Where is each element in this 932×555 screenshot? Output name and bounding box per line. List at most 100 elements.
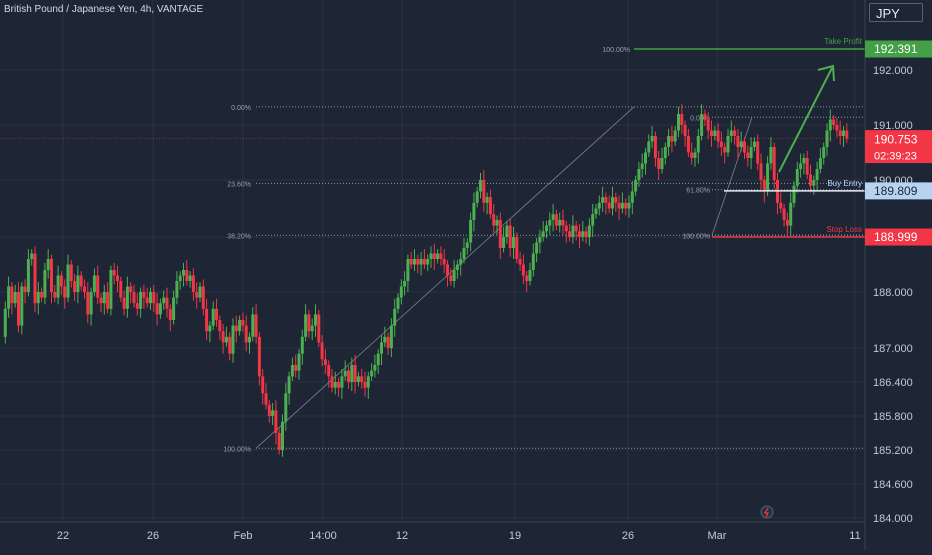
candle-body bbox=[132, 292, 136, 304]
candle-body bbox=[472, 202, 476, 220]
candle-body bbox=[792, 185, 796, 203]
candle-body bbox=[277, 433, 281, 450]
candle-body bbox=[535, 242, 539, 254]
candle-body bbox=[333, 382, 337, 388]
candle-body bbox=[330, 376, 334, 388]
candle-body bbox=[564, 225, 568, 232]
y-tick-label: 184.000 bbox=[873, 513, 913, 525]
candle-body bbox=[215, 308, 218, 320]
candle-body bbox=[264, 393, 268, 405]
candle-body bbox=[673, 130, 677, 142]
candle-body bbox=[683, 125, 687, 136]
candle-body bbox=[257, 336, 261, 377]
candle-body bbox=[363, 382, 367, 388]
candle-body bbox=[30, 253, 34, 259]
take-profit-badge-text: 192.391 bbox=[874, 42, 918, 56]
candle-body bbox=[594, 208, 598, 215]
candle-body bbox=[109, 270, 113, 309]
candle-body bbox=[505, 225, 509, 237]
candle-body bbox=[99, 297, 103, 304]
candle-body bbox=[7, 286, 11, 309]
candle-body bbox=[779, 202, 783, 209]
candle-body bbox=[617, 202, 621, 209]
candle-body bbox=[396, 297, 400, 309]
candle-body bbox=[719, 141, 723, 147]
candle-body bbox=[604, 197, 608, 203]
candle-body bbox=[46, 259, 50, 270]
x-tick-label: 22 bbox=[57, 530, 69, 542]
candle-body bbox=[284, 393, 288, 422]
candle-body bbox=[300, 336, 304, 354]
candle-body bbox=[20, 286, 24, 326]
candle-body bbox=[554, 214, 558, 226]
candle-body bbox=[498, 219, 502, 248]
candle-body bbox=[23, 286, 27, 292]
candle-body bbox=[508, 225, 512, 248]
candle-body bbox=[528, 270, 532, 281]
candle-body bbox=[413, 259, 416, 265]
candle-body bbox=[116, 275, 119, 281]
candle-body bbox=[459, 259, 463, 265]
fib-level-label: 0.00% bbox=[231, 105, 251, 112]
candle-body bbox=[601, 197, 605, 203]
candle-body bbox=[135, 303, 139, 309]
x-tick-label: 12 bbox=[396, 530, 408, 542]
currency-button[interactable]: JPY bbox=[869, 3, 923, 22]
y-tick-label: 184.600 bbox=[873, 479, 913, 491]
candle-body bbox=[248, 336, 251, 343]
price-labels: 100.00% Take Profit Buy Entry Stop Loss bbox=[602, 37, 865, 238]
candle-body bbox=[50, 259, 53, 292]
candle-body bbox=[574, 225, 578, 232]
candle-body bbox=[343, 370, 347, 377]
candle-body bbox=[426, 259, 430, 265]
candle-body bbox=[799, 163, 803, 169]
candle-body bbox=[221, 331, 225, 343]
candle-body bbox=[558, 219, 562, 226]
candle-body bbox=[680, 114, 684, 125]
x-tick-label: 26 bbox=[622, 530, 634, 542]
candle-body bbox=[69, 264, 73, 281]
candle-body bbox=[287, 376, 291, 394]
candle-body bbox=[795, 169, 799, 186]
candle-body bbox=[337, 382, 341, 388]
candle-body bbox=[353, 365, 357, 382]
candle-body bbox=[73, 281, 77, 292]
y-tick-label: 188.000 bbox=[873, 287, 913, 299]
y-tick-label: 186.400 bbox=[873, 377, 913, 389]
candle-body bbox=[597, 202, 601, 209]
candle-body bbox=[185, 270, 189, 281]
candle-body bbox=[739, 141, 743, 147]
fib-level-label: 100.00% bbox=[223, 446, 251, 453]
candle-body bbox=[809, 174, 812, 186]
candle-body bbox=[386, 336, 390, 348]
candle-body bbox=[667, 136, 671, 147]
candle-body bbox=[271, 410, 275, 416]
candle-body bbox=[56, 275, 60, 298]
y-tick-label: 187.000 bbox=[873, 343, 913, 355]
x-tick-label: Mar bbox=[708, 530, 727, 542]
candle-body bbox=[254, 314, 258, 337]
candle-body bbox=[188, 275, 192, 281]
candle-body bbox=[290, 365, 294, 377]
stop-loss-badge-bg bbox=[865, 228, 932, 246]
candle-body bbox=[696, 136, 700, 153]
candle-body bbox=[479, 180, 482, 192]
candle-body bbox=[165, 297, 169, 309]
candle-body bbox=[828, 119, 832, 131]
candle-body bbox=[366, 376, 370, 388]
candle-body bbox=[766, 163, 770, 192]
candle-body bbox=[356, 376, 360, 382]
candle-body bbox=[611, 197, 614, 209]
candle-body bbox=[729, 130, 733, 136]
x-tick-label: 11 bbox=[849, 530, 860, 542]
candle-body bbox=[495, 219, 499, 226]
x-tick-label: Feb bbox=[234, 530, 253, 542]
candle-body bbox=[432, 253, 436, 259]
chart-title: British Pound / Japanese Yen, 4h, VANTAG… bbox=[4, 4, 204, 15]
candle-body bbox=[584, 231, 588, 237]
candle-body bbox=[13, 292, 17, 304]
candle-body bbox=[211, 308, 215, 326]
candle-body bbox=[624, 202, 628, 209]
